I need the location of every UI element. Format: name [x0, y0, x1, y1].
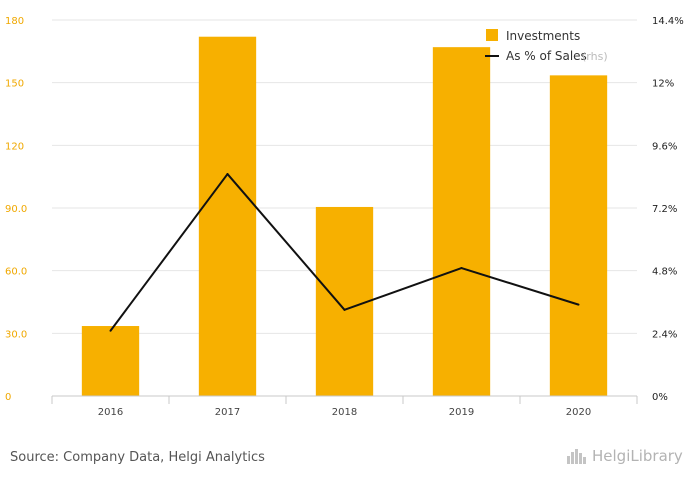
bar	[198, 36, 257, 396]
axes: 0 30.0 60.0 90.0 120 150 180 0% 2.4% 4.8% 7.2% 9.6%…	[5, 16, 684, 418]
y-left-tick-label: 0	[5, 392, 11, 403]
y-right-tick-label: 2.4%	[652, 329, 677, 340]
x-tick-label: 2019	[449, 407, 474, 418]
bar-series	[81, 36, 608, 397]
y-right-tick-label: 4.8%	[652, 267, 677, 278]
y-left-tick-label: 30.0	[5, 329, 27, 340]
x-tick-label: 2017	[215, 407, 240, 418]
line-point	[226, 173, 229, 176]
y-left-tick-label: 180	[5, 16, 24, 27]
y-right-tick-label: 7.2%	[652, 204, 677, 215]
y-left-tick-label: 90.0	[5, 204, 27, 215]
source-note: Source: Company Data, Helgi Analytics	[10, 450, 265, 465]
bar	[81, 326, 140, 396]
bar	[432, 47, 491, 397]
building-chart-icon	[567, 449, 586, 464]
line-series	[109, 173, 580, 332]
y-right-tick-label: 14.4%	[652, 16, 684, 27]
legend-label-sales-share: As % of Sales	[506, 49, 587, 63]
y-left-tick-label: 120	[5, 141, 24, 152]
brand-name: HelgiLibrary	[592, 447, 683, 465]
legend-label-investments: Investments	[506, 29, 580, 43]
x-tick-label: 2020	[566, 407, 591, 418]
y-right-tick-label: 12%	[652, 79, 674, 90]
line-point	[109, 329, 112, 332]
line-point	[460, 267, 463, 270]
x-tick-label: 2016	[98, 407, 123, 418]
legend-swatch-investments	[486, 29, 498, 41]
y-left-tick-label: 150	[5, 79, 24, 90]
bar	[549, 75, 608, 396]
y-right-tick-label: 9.6%	[652, 141, 677, 152]
line-point	[343, 308, 346, 311]
y-left-tick-label: 60.0	[5, 267, 27, 278]
legend: Investments As % of Sales(rhs)	[485, 29, 608, 63]
x-tick-label: 2018	[332, 407, 357, 418]
brand-logo[interactable]: HelgiLibrary	[566, 447, 683, 465]
legend-note-rhs: (rhs)	[582, 50, 608, 63]
y-right-tick-label: 0%	[652, 392, 668, 403]
bar	[315, 206, 374, 396]
line-point	[577, 303, 580, 306]
